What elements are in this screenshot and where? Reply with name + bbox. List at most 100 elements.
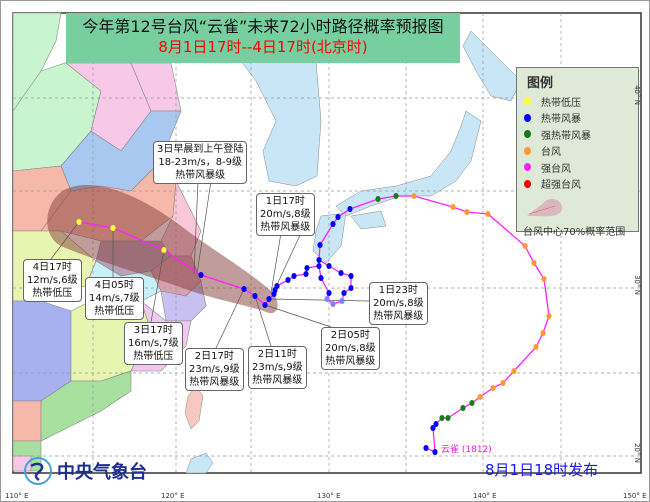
track-point bbox=[303, 271, 309, 277]
magenta-storm-icon bbox=[524, 163, 531, 172]
lon-label: 140° E bbox=[473, 492, 497, 500]
track-point bbox=[430, 425, 436, 431]
legend-item-ts: 热带风暴 bbox=[517, 110, 638, 127]
track-point bbox=[540, 330, 546, 336]
legend-label: 热带低压 bbox=[541, 97, 581, 109]
annotation-1d23: 1日23时 20m/s,8级 热带风暴级 bbox=[369, 282, 428, 325]
track-point bbox=[546, 313, 552, 319]
track-point bbox=[347, 206, 353, 212]
annotation-line: 1日17时 bbox=[265, 196, 305, 207]
leader-line bbox=[254, 295, 272, 347]
track-point bbox=[335, 214, 341, 220]
annotation-line: 热带低压 bbox=[133, 351, 174, 362]
track-point bbox=[317, 242, 323, 248]
legend-label: 超强台风 bbox=[541, 180, 581, 192]
track-point bbox=[348, 273, 354, 279]
lat-label: 40° N bbox=[632, 85, 641, 105]
annotation-line: 热带风暴级 bbox=[373, 311, 424, 322]
annotation-line: 1日23时 bbox=[378, 285, 418, 296]
track-point bbox=[330, 221, 336, 227]
annotation-2d05: 2日05时 20m/s,8级 热带风暴级 bbox=[321, 327, 380, 370]
issue-time: 8月1日18时发布 bbox=[485, 461, 599, 479]
annotation-1d17: 1日17时 20m/s,8级 热带风暴级 bbox=[256, 193, 315, 236]
annotation-line: 2日11时 bbox=[257, 349, 297, 360]
annotation-line: 23m/s,9级 bbox=[189, 364, 240, 375]
track-point bbox=[500, 380, 506, 386]
cma-logo: 中央气象台 bbox=[23, 456, 147, 486]
track-point bbox=[533, 344, 539, 350]
track-point bbox=[433, 421, 439, 427]
track-point bbox=[485, 211, 491, 217]
track-point bbox=[469, 400, 475, 406]
track-point bbox=[432, 449, 438, 455]
track-point bbox=[411, 193, 417, 199]
track-point bbox=[304, 265, 310, 271]
track-point bbox=[271, 291, 277, 297]
cone-legend-label: 台风中心70%概率范围 bbox=[523, 227, 626, 238]
leader-line bbox=[50, 221, 80, 260]
annotation-line: 4日05时 bbox=[94, 280, 134, 291]
title-banner: 今年第12号台风“云雀”未来72小时路径概率预报图 8月1日17时--4日17时… bbox=[66, 13, 460, 63]
lat-label: 20° N bbox=[632, 443, 641, 463]
lon-label: 110° E bbox=[5, 492, 29, 500]
annotation-line: 热带风暴级 bbox=[189, 377, 240, 388]
typhoon-name-label: 云雀 (1812) bbox=[441, 445, 492, 455]
track-point bbox=[110, 225, 116, 231]
track-point bbox=[266, 296, 272, 302]
legend-label: 台风 bbox=[541, 147, 561, 159]
track-point bbox=[450, 204, 456, 210]
track-point bbox=[198, 272, 204, 278]
legend-item-sts: 强热带风暴 bbox=[517, 126, 638, 143]
lat-label: 30° N bbox=[632, 275, 641, 295]
legend-item-ty: 台风 bbox=[517, 143, 638, 160]
annotation-4d17: 4日17时 12m/s,6级 热带低压 bbox=[23, 259, 82, 302]
track-point bbox=[522, 243, 528, 249]
leader-line bbox=[215, 288, 245, 349]
map-subtitle: 8月1日17时--4日17时(北京时) bbox=[158, 38, 368, 56]
annotation-line: 20m/s,8级 bbox=[373, 298, 424, 309]
annotation-line: 热带风暴级 bbox=[325, 356, 376, 367]
annotation-line: 3日早晨到上午登陆 bbox=[157, 144, 244, 155]
track-point bbox=[330, 301, 336, 307]
track-point bbox=[439, 415, 445, 421]
track-point bbox=[541, 276, 547, 282]
track-point bbox=[252, 293, 258, 299]
yellow-storm-icon bbox=[524, 97, 531, 106]
annotation-line: 16m/s,7级 bbox=[128, 338, 179, 349]
track-point bbox=[161, 247, 167, 253]
leader-line bbox=[150, 249, 165, 323]
track-point bbox=[262, 302, 268, 308]
annotation-line: 4日17时 bbox=[32, 262, 72, 273]
annotation-line: 热带风暴级 bbox=[260, 222, 311, 233]
track-point bbox=[393, 193, 399, 199]
track-point bbox=[375, 196, 381, 202]
annotation-line: 18-23m/s，8-9级 bbox=[158, 157, 243, 168]
track-point bbox=[531, 260, 537, 266]
legend-label: 强台风 bbox=[541, 163, 571, 175]
track-point bbox=[338, 270, 344, 276]
track-point bbox=[316, 263, 322, 269]
track-point bbox=[460, 405, 466, 411]
annotation-line: 23m/s,9级 bbox=[252, 362, 303, 373]
luzon-land bbox=[185, 452, 214, 474]
annotation-4d05: 4日05时 14m/s,7级 热带低压 bbox=[85, 277, 144, 320]
lon-label: 150° E bbox=[623, 492, 647, 500]
blue-storm-icon bbox=[524, 113, 531, 122]
track-point bbox=[76, 219, 82, 225]
track-point bbox=[339, 298, 345, 304]
annotation-line: 20m/s,8级 bbox=[260, 209, 311, 220]
track-point bbox=[445, 415, 451, 421]
legend-item-sty: 强台风 bbox=[517, 159, 638, 176]
japan-land bbox=[312, 30, 522, 264]
annotation-line: 热带风暴级 bbox=[252, 375, 303, 386]
annotation-line: 20m/s,8级 bbox=[325, 343, 376, 354]
annotation-line: 2日17时 bbox=[194, 351, 234, 362]
annotation-landfall: 3日早晨到上午登陆 18-23m/s，8-9级 热带风暴级 bbox=[153, 141, 248, 184]
cone-sample-icon bbox=[527, 199, 563, 217]
track-point bbox=[326, 263, 332, 269]
track-point bbox=[324, 296, 330, 302]
green-storm-icon bbox=[524, 130, 531, 139]
annotation-line: 12m/s,6级 bbox=[27, 275, 78, 286]
annotation-line: 热带风暴级 bbox=[175, 170, 226, 181]
legend-item-td: 热带低压 bbox=[517, 93, 638, 110]
